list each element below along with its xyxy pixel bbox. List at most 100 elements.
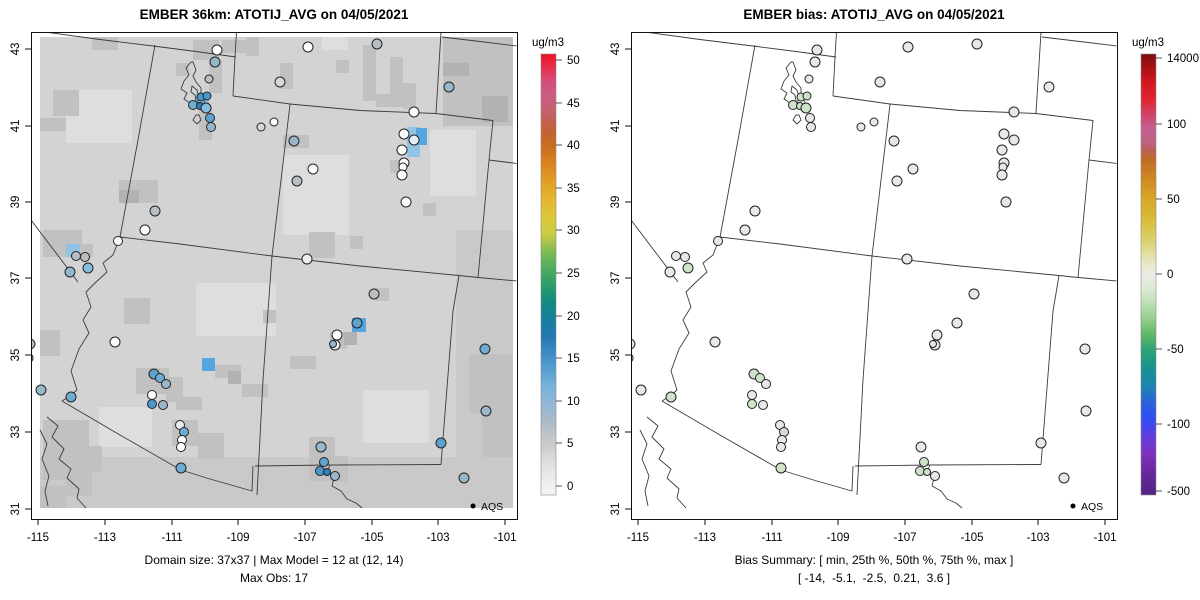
raster-cell [119,190,139,203]
station-marker [269,21,279,31]
y-axis-tick-label: 43 [610,43,622,56]
station-marker [256,122,266,132]
plot-box [31,32,518,520]
station-marker [747,399,757,409]
y-axis-tick-label: 31 [10,503,22,516]
colorbar-tick-label: 0 [1167,269,1173,281]
state-border-line [926,464,963,509]
station-marker [811,44,823,56]
station-marker [31,338,36,350]
state-border-line [832,95,1037,114]
station-marker [330,471,340,481]
raster-cell [416,128,427,145]
y-axis-tick-label: 35 [610,349,622,362]
station-marker [331,329,343,341]
x-axis-tick-label: -105 [360,532,383,544]
station-marker [907,163,919,175]
state-border-line [435,113,494,121]
station-marker [1035,437,1047,449]
raster-cell [423,203,436,216]
station-marker [951,317,963,329]
station-marker [301,253,313,265]
station-marker [806,122,816,132]
station-marker [1000,196,1012,208]
state-border-line [719,236,1117,282]
map-clip-group [31,21,517,509]
station-marker [682,262,694,274]
station-marker [664,266,676,278]
aqs-legend-dot [1070,503,1076,509]
y-axis-tick-label: 43 [10,43,22,56]
station-marker [800,102,812,114]
colorbar-tick-label: 50 [1167,194,1180,206]
state-border-line [1041,36,1117,47]
x-axis-tick-label: -103 [426,532,449,544]
station-marker [915,441,927,453]
state-border-line [856,104,891,496]
raster-cell [222,40,248,53]
station-marker [176,442,186,452]
raster-cell [469,354,513,413]
station-marker [749,205,761,217]
station-marker [204,74,214,84]
station-marker [65,391,77,403]
station-marker [971,38,983,50]
colorbar-tick-label: -50 [1167,344,1184,356]
state-border-line [488,159,517,164]
station-marker [205,113,215,123]
raster-cell [290,356,316,369]
station-marker [435,437,447,449]
x-axis-tick-label: -109 [826,532,849,544]
state-border-line [46,416,87,509]
map-group [31,21,517,509]
station-marker [155,373,165,383]
station-marker [200,102,212,114]
state-border-line [645,32,837,58]
station-marker [739,224,751,236]
station-marker [147,399,157,409]
station-marker [329,340,337,348]
station-marker [776,442,786,452]
station-marker [158,400,168,410]
raster-cell [403,83,416,109]
station-marker [917,21,927,31]
station-marker [202,91,212,101]
station-marker [307,163,319,175]
station-marker [758,400,768,410]
state-border-line [119,236,517,282]
raster-cell [92,37,118,50]
left-panel-title: EMBER 36km: ATOTIJ_AVG on 04/05/2021 [139,7,409,22]
station-marker [631,338,636,350]
state-border-line [1035,32,1042,114]
station-marker [804,74,814,84]
station-marker [1043,81,1055,93]
raster-cell [202,358,215,371]
plot-box [631,32,1118,520]
raster-cell [89,446,102,472]
station-marker [274,76,286,88]
colorbar-tick-label: 50 [567,55,580,67]
station-marker [809,56,821,68]
state-border-line [61,236,121,402]
map-clip-group [631,21,1117,509]
panel-model: -115 -113 -111 -109 -107 -105 -103 -101 31 33 35 37… [10,21,580,544]
station-marker [396,169,408,181]
y-axis-tick-label: 33 [10,426,22,439]
state-border-line [440,275,460,465]
station-marker [902,41,914,53]
station-marker [665,391,677,403]
station-marker [149,205,161,217]
station-marker [317,21,327,31]
raster-cell [322,37,348,50]
y-axis-tick-label: 41 [610,120,622,133]
y-axis-tick-label: 31 [610,503,622,516]
station-marker [211,44,223,56]
station-marker [337,21,347,31]
state-border-line [1077,120,1094,278]
station-marker [206,122,216,132]
station-marker [1058,472,1070,484]
x-axis-tick-label: -115 [27,532,49,544]
aqs-legend-label: AQS [1081,501,1103,513]
station-marker [680,252,690,262]
station-marker [901,253,913,265]
